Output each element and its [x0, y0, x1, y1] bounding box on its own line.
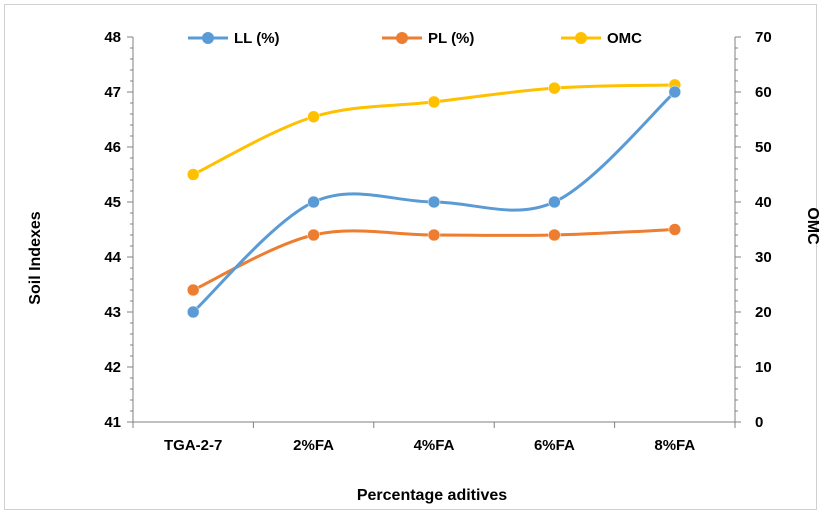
x-tick-label: 6%FA [534, 437, 575, 454]
data-point-ll [427, 195, 441, 209]
data-point-ll [668, 85, 682, 99]
legend-marker-pl [396, 32, 408, 44]
legend-label-pl: PL (%) [428, 30, 474, 47]
axes [127, 36, 741, 428]
y2-tick-label: 10 [755, 359, 772, 376]
tick-labels: 41 42 43 44 45 46 47 48 0 10 20 30 40 50 60 70 TGA-2-7 2%… [104, 29, 771, 454]
y-tick-label: 47 [104, 84, 121, 101]
chart-frame [4, 4, 817, 510]
x-tick-label: 2%FA [293, 437, 334, 454]
y2-tick-label: 40 [755, 194, 772, 211]
data-point-pl [548, 228, 561, 242]
y2-axis-title: OMC [804, 207, 821, 245]
y2-tick-label: 0 [755, 414, 763, 431]
y2-tick-label: 70 [755, 29, 772, 46]
x-tick-label: 8%FA [654, 437, 695, 454]
y-tick-label: 45 [104, 194, 121, 211]
y2-tick-label: 50 [755, 139, 772, 156]
legend-label-omc: OMC [607, 30, 642, 47]
y-axis-title: Soil Indexes [27, 211, 44, 304]
y-tick-label: 42 [104, 359, 121, 376]
y-tick-label: 41 [104, 414, 121, 431]
y-tick-label: 48 [104, 29, 121, 46]
x-tick-label: TGA-2-7 [164, 437, 222, 454]
y2-tick-label: 20 [755, 304, 772, 321]
legend-marker-omc [575, 32, 587, 44]
legend: LL (%) PL (%) OMC [188, 30, 642, 47]
y2-tick-label: 60 [755, 84, 772, 101]
data-point-ll [186, 305, 200, 319]
legend-label-ll: LL (%) [234, 30, 280, 47]
data-point-pl [307, 228, 320, 242]
y2-tick-label: 30 [755, 249, 772, 266]
series-layer [186, 78, 682, 319]
data-point-pl [427, 228, 441, 242]
data-point-omc [186, 168, 200, 181]
y-tick-label: 44 [104, 249, 121, 266]
data-point-ll [307, 195, 320, 209]
data-point-omc [427, 95, 441, 109]
y-tick-label: 43 [104, 304, 121, 321]
legend-marker-ll [202, 32, 214, 44]
x-axis-title: Percentage aditives [357, 487, 507, 504]
y-tick-label: 46 [104, 139, 121, 156]
x-tick-label: 4%FA [414, 437, 455, 454]
data-point-ll [548, 195, 561, 209]
data-point-pl [186, 283, 200, 297]
data-point-omc [548, 81, 561, 95]
data-point-pl [668, 223, 682, 236]
data-point-omc [307, 110, 320, 123]
